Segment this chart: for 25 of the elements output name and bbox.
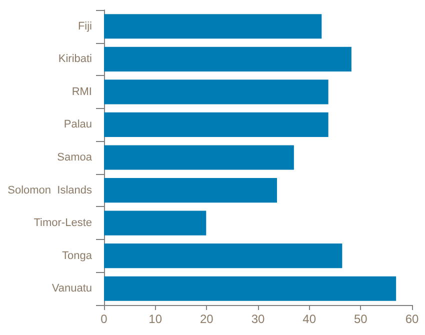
y-tick-label: Vanuatu	[52, 282, 92, 295]
x-tick-label: 50	[354, 312, 368, 326]
bar	[104, 14, 322, 39]
y-tick-label: Samoa	[57, 152, 93, 164]
bar	[104, 178, 277, 203]
x-tick-label: 10	[148, 312, 162, 326]
x-tick-label: 40	[302, 312, 316, 326]
y-tick-label: Fiji	[78, 20, 92, 32]
y-tick-label: Kiribati	[58, 53, 92, 66]
bar	[104, 80, 328, 104]
x-tick-label: 20	[200, 312, 214, 326]
bar	[104, 112, 328, 138]
y-tick-label: Timor-Leste	[34, 217, 92, 230]
bar	[104, 244, 342, 268]
x-tick-label: 60	[405, 312, 419, 326]
x-tick-label: 0	[100, 312, 108, 326]
bar	[104, 46, 352, 72]
y-tick-label: RMI	[72, 86, 92, 98]
x-tick-label: 30	[251, 312, 265, 326]
bar	[104, 276, 396, 301]
y-tick-label: Palau	[64, 118, 92, 131]
y-tick-label: Tonga	[62, 250, 93, 262]
bar	[104, 210, 206, 236]
y-tick-label: Solomon Islands	[8, 184, 92, 196]
bar	[104, 145, 294, 170]
